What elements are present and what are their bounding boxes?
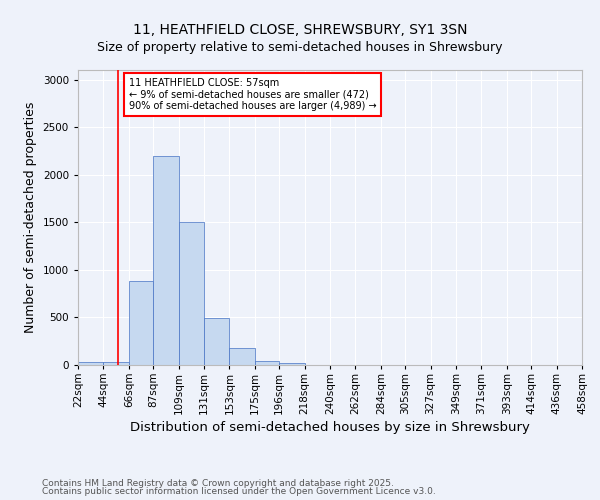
Text: 11 HEATHFIELD CLOSE: 57sqm
← 9% of semi-detached houses are smaller (472)
90% of: 11 HEATHFIELD CLOSE: 57sqm ← 9% of semi-… xyxy=(129,78,376,111)
Bar xyxy=(103,362,129,365)
X-axis label: Distribution of semi-detached houses by size in Shrewsbury: Distribution of semi-detached houses by … xyxy=(130,421,530,434)
Text: Contains HM Land Registry data © Crown copyright and database right 2025.: Contains HM Land Registry data © Crown c… xyxy=(42,478,394,488)
Y-axis label: Number of semi-detached properties: Number of semi-detached properties xyxy=(24,102,37,333)
Text: Contains public sector information licensed under the Open Government Licence v3: Contains public sector information licen… xyxy=(42,487,436,496)
Text: Size of property relative to semi-detached houses in Shrewsbury: Size of property relative to semi-detach… xyxy=(97,41,503,54)
Bar xyxy=(229,348,255,365)
Text: 11, HEATHFIELD CLOSE, SHREWSBURY, SY1 3SN: 11, HEATHFIELD CLOSE, SHREWSBURY, SY1 3S… xyxy=(133,22,467,36)
Bar xyxy=(129,282,153,365)
Bar xyxy=(255,361,279,365)
Bar xyxy=(179,222,204,365)
Bar xyxy=(204,318,229,365)
Bar xyxy=(279,363,305,365)
Bar xyxy=(78,362,103,365)
Bar xyxy=(153,156,179,365)
